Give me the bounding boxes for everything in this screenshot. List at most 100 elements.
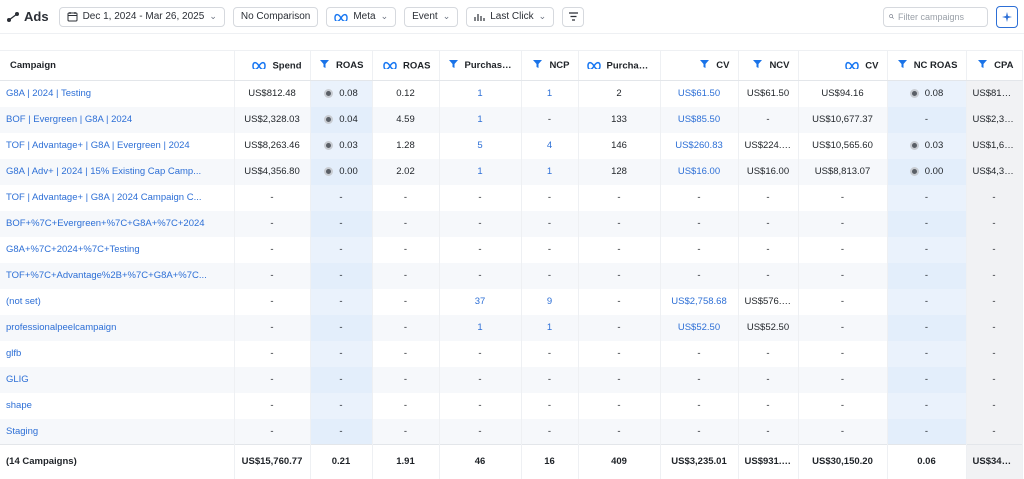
column-header-8[interactable]: NCV <box>738 50 799 81</box>
event-select[interactable]: Event ⌄ <box>404 6 459 27</box>
attribution-model-select[interactable]: Last Click ⌄ <box>466 6 555 27</box>
date-range-label: Dec 1, 2024 - Mar 26, 2025 <box>82 11 205 22</box>
cell-cpa: - <box>966 340 1023 367</box>
cell-ncv: - <box>738 418 799 445</box>
cell-campaign[interactable]: G8A+%7C+2024+%7C+Testing <box>0 236 235 263</box>
cell-meta-cv: - <box>798 366 888 393</box>
cell-nc-roas: - <box>887 366 967 393</box>
column-header-2[interactable]: ROAS <box>310 50 373 81</box>
chevron-down-icon: ⌄ <box>538 11 547 21</box>
cell-cv[interactable]: US$2,758.68 <box>660 288 739 315</box>
total-nc-roas: 0.06 <box>887 444 967 479</box>
cell-ncv: - <box>738 340 799 367</box>
cell-campaign[interactable]: TOF | Advantage+ | G8A | Evergreen | 202… <box>0 132 235 159</box>
cell-campaign[interactable]: shape <box>0 392 235 419</box>
cell-campaign[interactable]: Staging <box>0 418 235 445</box>
cell-meta-cv: - <box>798 340 888 367</box>
platform-select[interactable]: Meta ⌄ <box>326 6 397 27</box>
cell-cv[interactable]: US$61.50 <box>660 80 739 107</box>
cell-spend: - <box>234 210 311 237</box>
table-row: BOF | Evergreen | G8A | 2024 US$2,328.03 0… <box>0 106 1023 133</box>
cell-cv[interactable]: US$85.50 <box>660 106 739 133</box>
column-header-0[interactable]: Campaign <box>0 50 235 81</box>
cell-campaign[interactable]: glfb <box>0 340 235 367</box>
columns-button[interactable] <box>562 6 585 27</box>
cell-nc-roas: - <box>887 314 967 341</box>
cell-ncp[interactable]: 9 <box>521 288 579 315</box>
cell-campaign[interactable]: G8A | 2024 | Testing <box>0 80 235 107</box>
cell-roas: - <box>310 392 373 419</box>
filter-campaigns-search[interactable] <box>883 6 988 27</box>
cell-meta-roas: - <box>372 392 440 419</box>
cell-meta-purchases: 133 <box>578 106 661 133</box>
comparison-button[interactable]: No Comparison <box>232 6 319 27</box>
cell-cv[interactable]: US$16.00 <box>660 158 739 185</box>
cell-roas: - <box>310 262 373 289</box>
cell-purchases[interactable]: 1 <box>439 158 522 185</box>
cell-cpa: - <box>966 314 1023 341</box>
cell-cv: - <box>660 184 739 211</box>
cell-ncp: - <box>521 418 579 445</box>
cell-cv: - <box>660 236 739 263</box>
status-dot-icon <box>324 166 334 176</box>
cell-ncp[interactable]: 1 <box>521 314 579 341</box>
cell-purchases[interactable]: 37 <box>439 288 522 315</box>
column-header-3[interactable]: ROAS <box>372 50 440 81</box>
cell-cv[interactable]: US$52.50 <box>660 314 739 341</box>
cell-meta-purchases: - <box>578 236 661 263</box>
cell-campaign[interactable]: G8A | Adv+ | 2024 | 15% Existing Cap Cam… <box>0 158 235 185</box>
column-header-5[interactable]: NCP <box>521 50 579 81</box>
meta-icon <box>334 13 349 21</box>
cell-ncp[interactable]: 4 <box>521 132 579 159</box>
column-header-9[interactable]: CV <box>798 50 888 81</box>
cell-purchases: - <box>439 262 522 289</box>
cell-campaign[interactable]: TOF+%7C+Advantage%2B+%7C+G8A+%7C... <box>0 262 235 289</box>
column-header-11[interactable]: CPA <box>966 50 1023 81</box>
cell-purchases[interactable]: 1 <box>439 80 522 107</box>
cell-meta-roas: - <box>372 262 440 289</box>
cell-cv: - <box>660 210 739 237</box>
cell-roas: - <box>310 366 373 393</box>
meta-icon <box>252 60 267 72</box>
cell-ncp[interactable]: 1 <box>521 158 579 185</box>
total-cv: US$3,235.01 <box>660 444 739 479</box>
cell-campaign[interactable]: TOF | Advantage+ | G8A | 2024 Campaign C… <box>0 184 235 211</box>
meta-icon <box>383 60 397 72</box>
status-dot-icon <box>324 114 334 124</box>
cell-meta-cv: - <box>798 210 888 237</box>
comparison-label: No Comparison <box>240 11 311 22</box>
cell-campaign[interactable]: professionalpeelcampaign <box>0 314 235 341</box>
cell-campaign[interactable]: (not set) <box>0 288 235 315</box>
cell-meta-cv: - <box>798 236 888 263</box>
cell-purchases[interactable]: 5 <box>439 132 522 159</box>
cell-campaign[interactable]: BOF+%7C+Evergreen+%7C+G8A+%7C+2024 <box>0 210 235 237</box>
cell-purchases[interactable]: 1 <box>439 314 522 341</box>
cell-spend: - <box>234 184 311 211</box>
column-header-7[interactable]: CV <box>660 50 739 81</box>
column-header-1[interactable]: Spend <box>234 50 311 81</box>
column-header-label: NC ROAS <box>913 60 958 72</box>
cell-meta-roas: 4.59 <box>372 106 440 133</box>
column-header-label: Spend <box>272 60 302 72</box>
cell-cpa: - <box>966 392 1023 419</box>
column-header-4[interactable]: Purchases <box>439 50 522 81</box>
cell-cv[interactable]: US$260.83 <box>660 132 739 159</box>
search-input[interactable] <box>898 11 982 22</box>
date-range-picker[interactable]: Dec 1, 2024 - Mar 26, 2025 ⌄ <box>58 6 225 27</box>
column-header-6[interactable]: Purchases <box>578 50 661 81</box>
column-header-10[interactable]: NC ROAS <box>887 50 967 81</box>
column-header-label: ROAS <box>336 60 364 72</box>
column-header-label: CV <box>716 60 730 72</box>
cell-campaign[interactable]: GLIG <box>0 366 235 393</box>
cell-purchases[interactable]: 1 <box>439 106 522 133</box>
cell-roas: 0.04 <box>310 106 373 133</box>
cell-ncp[interactable]: 1 <box>521 80 579 107</box>
cell-spend: - <box>234 366 311 393</box>
cell-nc-roas: - <box>887 418 967 445</box>
cell-spend: - <box>234 262 311 289</box>
cell-campaign[interactable]: BOF | Evergreen | G8A | 2024 <box>0 106 235 133</box>
cell-meta-purchases: - <box>578 340 661 367</box>
cell-ncp: - <box>521 392 579 419</box>
ai-assistant-button[interactable] <box>996 5 1018 28</box>
cell-meta-cv: - <box>798 184 888 211</box>
